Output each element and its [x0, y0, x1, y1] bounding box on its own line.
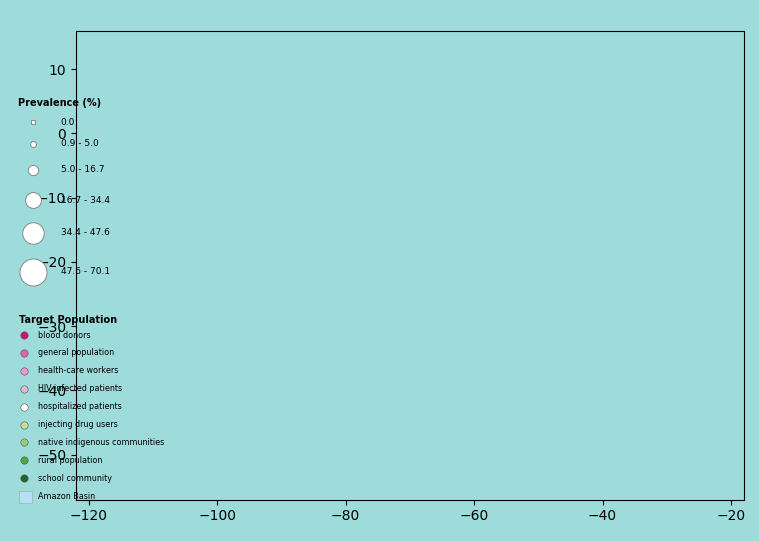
- Text: Target Population: Target Population: [19, 314, 117, 325]
- Text: health-care workers: health-care workers: [38, 366, 118, 375]
- Text: 47.6 - 70.1: 47.6 - 70.1: [61, 267, 110, 276]
- Point: [17, 456, 30, 465]
- Text: injecting drug users: injecting drug users: [38, 420, 118, 429]
- Text: 0.0: 0.0: [61, 118, 75, 127]
- Point: [27, 166, 39, 174]
- Text: general population: general population: [38, 348, 114, 358]
- Point: [17, 348, 30, 357]
- Point: [17, 367, 30, 375]
- Text: 16.7 - 34.4: 16.7 - 34.4: [61, 196, 110, 204]
- Text: 5.0 - 16.7: 5.0 - 16.7: [61, 166, 104, 174]
- Point: [17, 438, 30, 447]
- Text: hospitalized patients: hospitalized patients: [38, 402, 122, 411]
- Point: [17, 474, 30, 483]
- Text: 34.4 - 47.6: 34.4 - 47.6: [61, 228, 109, 237]
- Point: [27, 267, 39, 276]
- Text: HIV-infected patients: HIV-infected patients: [38, 384, 122, 393]
- Point: [17, 331, 30, 339]
- Text: Prevalence (%): Prevalence (%): [18, 98, 102, 108]
- Point: [27, 140, 39, 148]
- Text: rural population: rural population: [38, 456, 102, 465]
- Point: [27, 118, 39, 127]
- Point: [27, 228, 39, 237]
- FancyBboxPatch shape: [19, 491, 32, 503]
- Point: [17, 420, 30, 429]
- Text: blood donors: blood donors: [38, 331, 91, 340]
- Text: school community: school community: [38, 474, 112, 483]
- Text: native indigenous communities: native indigenous communities: [38, 438, 165, 447]
- Point: [17, 385, 30, 393]
- Point: [27, 196, 39, 204]
- Text: 0.9 - 5.0: 0.9 - 5.0: [61, 140, 99, 148]
- Text: Amazon Basin: Amazon Basin: [38, 492, 95, 500]
- Point: [17, 403, 30, 411]
